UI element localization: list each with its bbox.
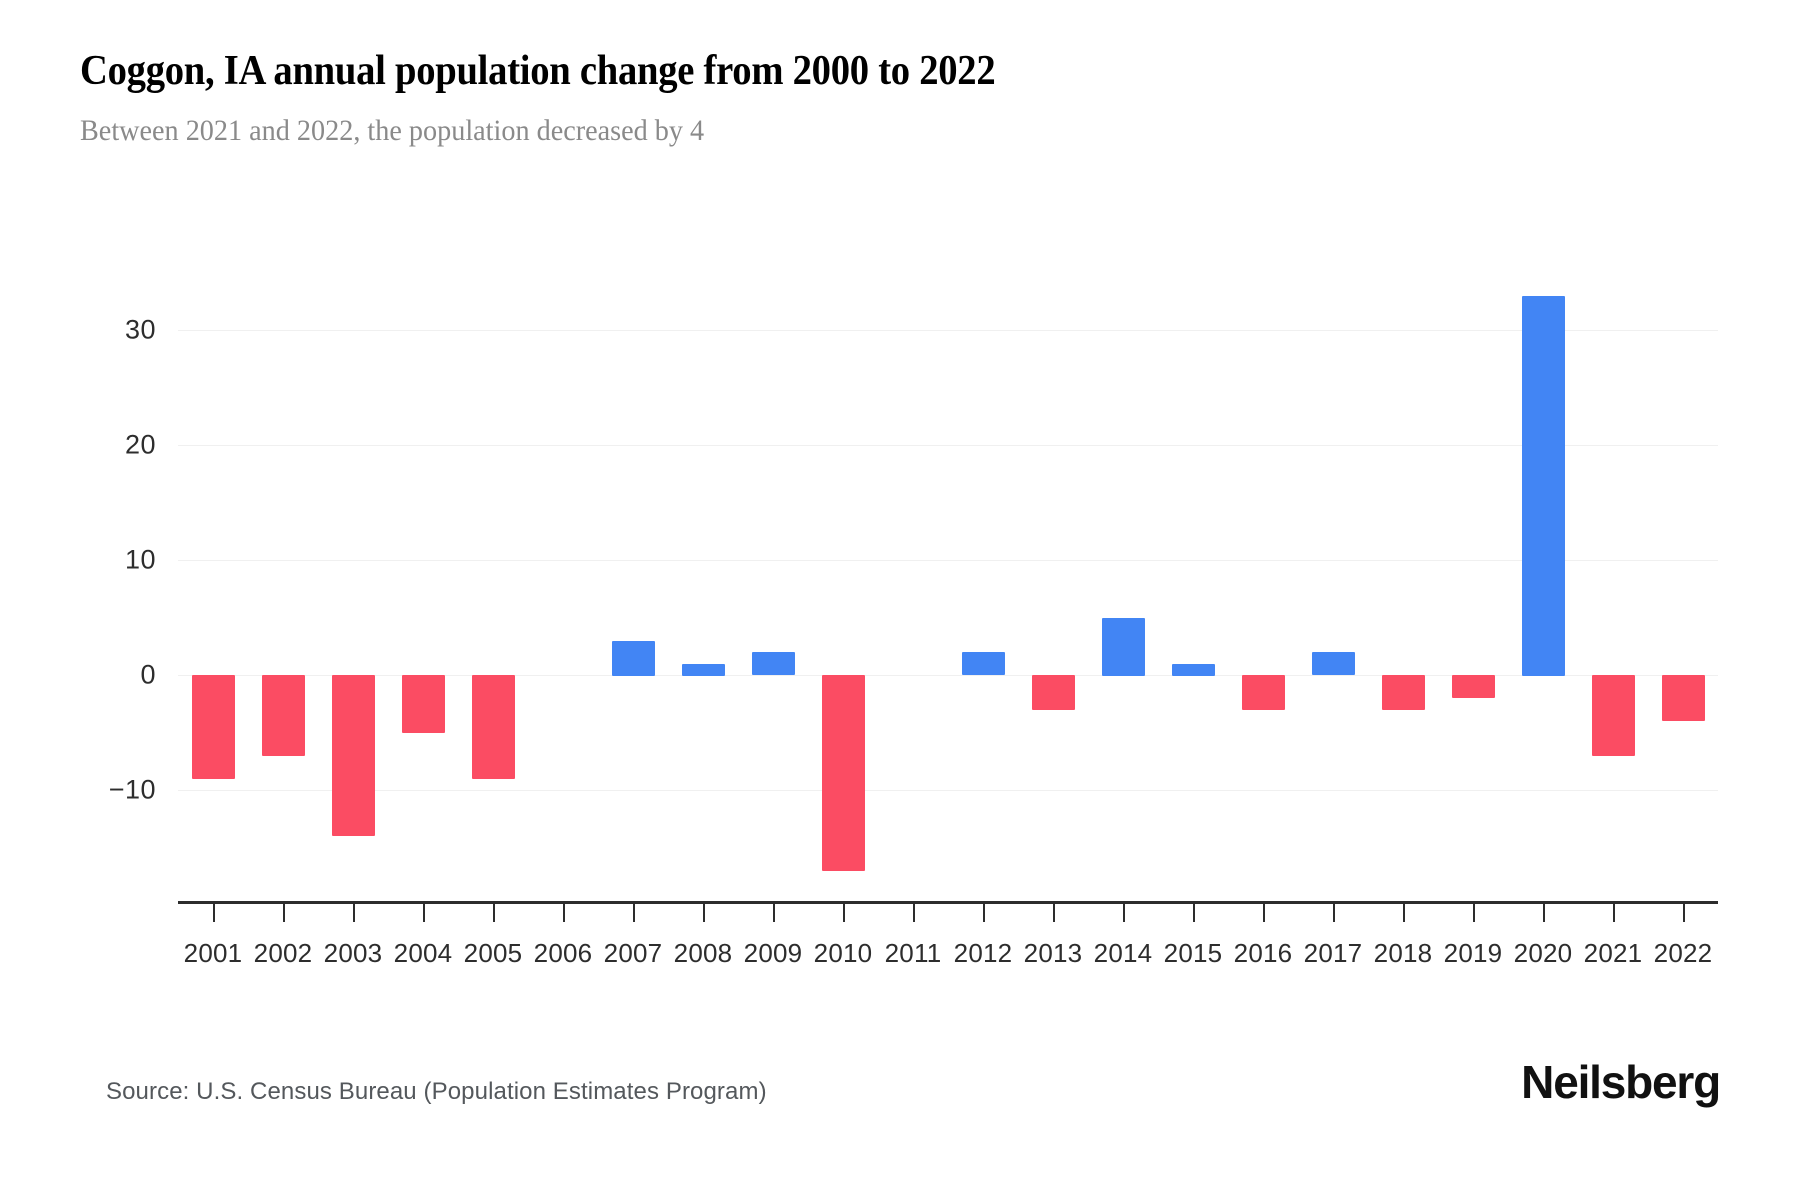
y-tick-label-0: 0	[140, 659, 156, 690]
x-axis-label-2013: 2013	[1023, 938, 1083, 968]
x-axis-label-2020: 2020	[1513, 938, 1573, 968]
bar-2010[interactable]	[822, 675, 865, 871]
x-tick-2003	[353, 904, 355, 922]
x-tick-2010	[843, 904, 845, 922]
bar-series	[178, 0, 1718, 1200]
y-axis-labels: 30 20 10 0 −10	[0, 0, 178, 1200]
bar-2001[interactable]	[192, 675, 235, 779]
bar-2005[interactable]	[472, 675, 515, 779]
gridline--10	[178, 790, 1718, 791]
y-tick-label-10: 10	[124, 544, 156, 575]
y-tick-label--10: −10	[108, 774, 156, 805]
x-axis-label-2010: 2010	[813, 938, 873, 968]
x-tick-2016	[1263, 904, 1265, 922]
bar-2012[interactable]	[962, 652, 1005, 675]
bar-2003[interactable]	[332, 675, 375, 836]
gridline-30	[178, 330, 1718, 331]
bar-2014[interactable]	[1102, 618, 1145, 676]
x-tick-2007	[633, 904, 635, 922]
bar-2009[interactable]	[752, 652, 795, 675]
x-axis-label-2019: 2019	[1443, 938, 1503, 968]
x-axis-label-2003: 2003	[323, 938, 383, 968]
x-axis-label-2004: 2004	[393, 938, 453, 968]
x-tick-2005	[493, 904, 495, 922]
x-tick-2013	[1053, 904, 1055, 922]
x-tick-2019	[1473, 904, 1475, 922]
x-tick-2015	[1193, 904, 1195, 922]
x-tick-2012	[983, 904, 985, 922]
x-axis-label-2017: 2017	[1303, 938, 1363, 968]
brand-logo: Neilsberg	[1521, 1056, 1721, 1108]
gridline-0	[178, 675, 1718, 676]
x-axis-label-2005: 2005	[463, 938, 523, 968]
x-tick-2008	[703, 904, 705, 922]
x-axis-line	[178, 901, 1718, 904]
x-axis-label-2021: 2021	[1583, 938, 1643, 968]
source-note: Source: U.S. Census Bureau (Population E…	[106, 1078, 767, 1105]
bar-2013[interactable]	[1032, 675, 1075, 710]
y-tick-label-30: 30	[124, 314, 156, 345]
x-tick-2017	[1333, 904, 1335, 922]
x-axis-label-2018: 2018	[1373, 938, 1433, 968]
x-tick-2006	[563, 904, 565, 922]
bar-2008[interactable]	[682, 664, 725, 676]
x-axis-label-2012: 2012	[953, 938, 1013, 968]
bar-2015[interactable]	[1172, 664, 1215, 676]
x-axis-label-2014: 2014	[1093, 938, 1153, 968]
y-tick-label-20: 20	[124, 429, 156, 460]
bar-2019[interactable]	[1452, 675, 1495, 698]
bar-2016[interactable]	[1242, 675, 1285, 710]
chart-header: Coggon, IA annual population change from…	[80, 48, 1720, 149]
bar-2007[interactable]	[612, 641, 655, 676]
gridline-10	[178, 560, 1718, 561]
x-axis-label-2006: 2006	[533, 938, 593, 968]
x-tick-2022	[1683, 904, 1685, 922]
x-axis-label-2016: 2016	[1233, 938, 1293, 968]
x-tick-2018	[1403, 904, 1405, 922]
x-axis-label-2002: 2002	[253, 938, 313, 968]
x-tick-2014	[1123, 904, 1125, 922]
x-axis-label-2001: 2001	[183, 938, 243, 968]
x-axis-label-2007: 2007	[603, 938, 663, 968]
x-tick-2002	[283, 904, 285, 922]
x-axis-label-2011: 2011	[884, 938, 942, 968]
bar-2021[interactable]	[1592, 675, 1635, 756]
bar-2017[interactable]	[1312, 652, 1355, 675]
page-title: Coggon, IA annual population change from…	[80, 48, 996, 94]
x-tick-2004	[423, 904, 425, 922]
x-axis-label-2022: 2022	[1653, 938, 1713, 968]
gridline-20	[178, 445, 1718, 446]
x-axis-label-2008: 2008	[673, 938, 733, 968]
x-tick-2020	[1543, 904, 1545, 922]
x-tick-2009	[773, 904, 775, 922]
bar-2022[interactable]	[1662, 675, 1705, 721]
chart-subtitle: Between 2021 and 2022, the population de…	[80, 114, 705, 148]
x-tick-2021	[1613, 904, 1615, 922]
bar-2002[interactable]	[262, 675, 305, 756]
x-tick-2001	[213, 904, 215, 922]
bar-2004[interactable]	[402, 675, 445, 733]
bar-2018[interactable]	[1382, 675, 1425, 710]
x-tick-2011	[913, 904, 915, 922]
x-axis-label-2015: 2015	[1163, 938, 1223, 968]
x-axis-label-2009: 2009	[743, 938, 803, 968]
bar-2020[interactable]	[1522, 296, 1565, 676]
